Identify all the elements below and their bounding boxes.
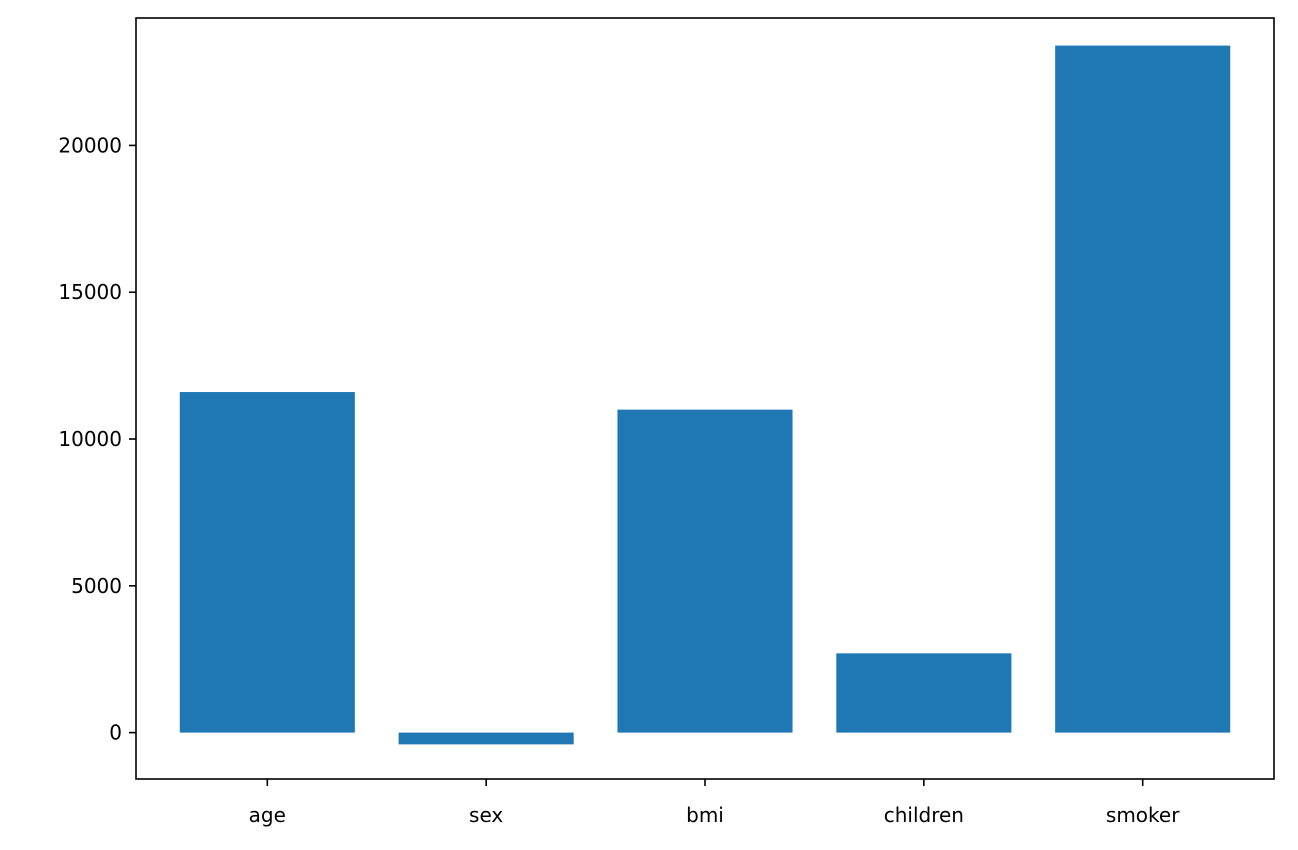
y-tick-label: 5000 <box>71 574 122 598</box>
y-tick-label: 15000 <box>58 280 122 304</box>
x-tick-label: bmi <box>686 803 724 827</box>
x-axis: age sex bmi children smoker <box>249 779 1180 827</box>
bars-group <box>179 45 1231 745</box>
bar-bmi <box>617 409 793 733</box>
bar-children <box>836 653 1012 733</box>
plot-frame <box>135 17 1275 780</box>
y-tick-label: 20000 <box>58 133 122 157</box>
y-tick-label: 10000 <box>58 427 122 451</box>
x-tick-label: age <box>249 803 286 827</box>
y-tick-label: 0 <box>109 721 122 745</box>
bar-smoker <box>1055 45 1231 733</box>
y-axis: 0 5000 10000 15000 20000 <box>58 133 136 745</box>
bar-age <box>179 392 355 733</box>
bar-sex <box>398 732 574 745</box>
x-tick-label: smoker <box>1106 803 1180 827</box>
x-tick-label: sex <box>469 803 503 827</box>
x-tick-label: children <box>884 803 964 827</box>
